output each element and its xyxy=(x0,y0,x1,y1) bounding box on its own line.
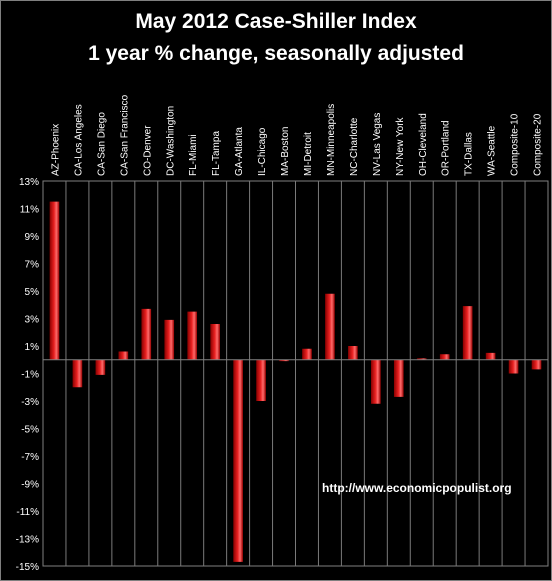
y-tick-label: -7% xyxy=(21,452,39,463)
y-tick-label: -5% xyxy=(21,425,39,436)
category-label: FL-Miami xyxy=(188,134,199,176)
bar xyxy=(95,359,106,375)
bar xyxy=(508,359,519,374)
bar xyxy=(187,311,198,360)
chart-title: May 2012 Case-Shiller Index xyxy=(135,10,417,33)
category-label: GA-Atlanta xyxy=(234,127,245,176)
category-label: NV-Las Vegas xyxy=(372,113,383,176)
bar xyxy=(393,359,404,397)
category-label: CA-San Diego xyxy=(96,112,107,176)
chart-subtitle: 1 year % change, seasonally adjusted xyxy=(88,42,464,65)
bar xyxy=(416,358,427,360)
category-label: MN-Minneapolis xyxy=(326,104,337,176)
bar xyxy=(462,306,473,360)
bar xyxy=(485,352,496,360)
category-label: MA-Boston xyxy=(280,127,291,176)
y-tick-label: 7% xyxy=(25,260,40,271)
bar xyxy=(118,351,129,360)
grid-lines xyxy=(65,181,526,566)
bar xyxy=(256,359,266,401)
bar xyxy=(302,348,312,360)
y-tick-label: 5% xyxy=(25,287,40,298)
category-label: NC-Charlotte xyxy=(349,117,360,176)
category-label: WA-Seattle xyxy=(487,125,498,176)
bar xyxy=(141,308,152,360)
bar xyxy=(531,359,542,370)
y-tick-label: -9% xyxy=(21,480,39,491)
bar xyxy=(325,293,335,360)
y-tick-label: -1% xyxy=(21,370,39,381)
category-label: FL-Tampa xyxy=(211,131,222,176)
y-tick-label: 13% xyxy=(19,177,39,188)
bar xyxy=(210,324,220,360)
y-tick-label: -15% xyxy=(16,562,39,573)
bar xyxy=(371,359,381,404)
category-labels: AZ-Phoenix CA-Los Angeles CA-San Diego CA-S… xyxy=(50,94,543,176)
bar xyxy=(279,359,289,362)
category-label: Composite-10 xyxy=(510,113,521,176)
bars xyxy=(49,201,542,562)
category-label: IL-Chicago xyxy=(257,127,268,176)
y-tick-label: 11% xyxy=(20,205,39,216)
bar xyxy=(72,359,83,388)
bar xyxy=(164,319,175,360)
y-tick-label: 1% xyxy=(25,342,40,353)
bar xyxy=(348,346,358,360)
category-label: TX-Dallas xyxy=(464,132,475,176)
y-tick-label: 9% xyxy=(25,232,40,243)
bar xyxy=(233,359,243,562)
category-label: CA-San Francisco xyxy=(119,94,130,176)
y-tick-label: -3% xyxy=(21,397,39,408)
category-label: OR-Portland xyxy=(441,120,452,176)
category-label: MI-Detroit xyxy=(303,132,314,176)
category-label: CO-Denver xyxy=(142,125,153,176)
category-label: NY-New York xyxy=(395,116,406,176)
y-axis-ticks: 13% 11% 9% 7% 5% 3% 1% -1% -3% -5% -7% -9% -11% -13% -… xyxy=(16,177,39,573)
y-tick-label: 3% xyxy=(25,315,40,326)
y-tick-label: -13% xyxy=(16,535,39,546)
category-label: AZ-Phoenix xyxy=(50,124,61,176)
category-label: CA-Los Angeles xyxy=(73,104,84,176)
category-label: DC-Washington xyxy=(165,106,176,176)
bar xyxy=(49,201,60,360)
y-tick-label: -11% xyxy=(16,507,39,518)
category-label: OH-Cleveland xyxy=(418,113,429,176)
category-label: Composite-20 xyxy=(533,113,544,176)
bar xyxy=(439,354,450,360)
source-annotation: http://www.economicpopulist.org xyxy=(322,481,512,495)
